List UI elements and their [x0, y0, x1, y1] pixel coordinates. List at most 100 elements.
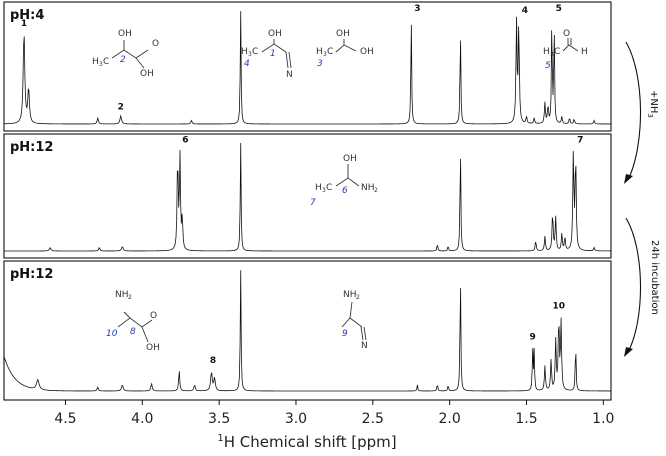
x-axis-title-text: H Chemical shift [ppm] — [224, 433, 397, 451]
transition-arrows: +NH3 24h incubation — [624, 41, 660, 357]
atom-label: H — [92, 57, 99, 67]
carbon-number: 1 — [270, 49, 276, 59]
x-tick-label: 2.5 — [362, 411, 384, 427]
bond-line — [349, 301, 353, 319]
bond-line — [135, 57, 145, 69]
atom-label: C — [554, 47, 560, 57]
peak-label: 2 — [118, 102, 124, 112]
peak-label: 9 — [529, 333, 535, 343]
panel-label: pH:4 — [10, 8, 44, 23]
carbon-number: 2 — [120, 55, 126, 65]
bond-line — [335, 177, 360, 187]
x-tick-label: 4.0 — [131, 411, 153, 427]
bond-line — [360, 326, 364, 341]
atom-label: C — [103, 57, 109, 67]
spectrum-trace — [3, 11, 611, 125]
peak-label: 1 — [21, 19, 27, 29]
arrowhead — [624, 174, 633, 184]
bond-line — [335, 44, 357, 53]
transition-label-1: +NH3 — [646, 90, 659, 118]
atom-subscript: 3 — [550, 51, 554, 58]
atom-label: N — [286, 70, 293, 80]
transition-label-text: +NH — [648, 90, 659, 113]
atom-label: H — [241, 47, 248, 57]
atom-label: H — [543, 47, 550, 57]
arrowhead — [624, 347, 633, 357]
transition-arrow — [625, 217, 642, 353]
peak-label: 7 — [577, 136, 583, 146]
spectrum-trace — [3, 270, 612, 392]
bond-line — [562, 44, 579, 52]
atom-subscript: 2 — [356, 294, 360, 301]
x-tick-label: 4.5 — [54, 411, 76, 427]
bond-line — [363, 326, 367, 341]
carbon-number: 10 — [106, 329, 118, 339]
atom-label: N — [361, 341, 368, 351]
x-tick-label: 3.0 — [285, 411, 307, 427]
atom-label: OH — [360, 47, 374, 57]
x-tick-label: 3.5 — [208, 411, 230, 427]
atom-label: C — [326, 183, 332, 193]
spectrum-trace — [4, 142, 611, 252]
panel-frame — [3, 260, 612, 401]
x-tick-label: 1.5 — [515, 411, 537, 427]
bond-line — [111, 49, 149, 59]
panel-label: pH:12 — [10, 140, 53, 155]
transition-label-2: 24h incubation — [649, 240, 660, 315]
bond-line — [341, 317, 363, 328]
atom-label: H — [581, 47, 588, 57]
x-axis-title-superscript: 1 — [217, 433, 223, 444]
atom-label: O — [563, 29, 570, 39]
carbon-number: 5 — [545, 61, 551, 71]
carbon-number: 9 — [342, 329, 348, 339]
atom-label: C — [252, 47, 258, 57]
molecule-structures: OH H 3 C NH 2 6 7 — [310, 154, 378, 208]
atom-label: OH — [140, 69, 154, 79]
atom-label: NH — [115, 290, 129, 300]
peak-label: 3 — [414, 4, 420, 14]
atom-label: OH — [146, 343, 160, 353]
x-axis-title: 1H Chemical shift [ppm] — [217, 433, 396, 451]
panel-label: pH:12 — [10, 267, 53, 282]
x-tick-label: 1.0 — [592, 411, 614, 427]
bond-line — [117, 317, 153, 328]
atom-subscript: 3 — [248, 51, 252, 58]
peak-label: 10 — [552, 302, 565, 312]
panel-frame — [3, 1, 612, 132]
peak-label: 4 — [522, 6, 528, 16]
peak-label: 6 — [182, 136, 188, 146]
atom-label: H — [315, 183, 322, 193]
atom-label: H — [316, 47, 323, 57]
bond-line — [288, 51, 292, 69]
atom-subscript: 3 — [322, 187, 326, 194]
bond-line — [141, 326, 149, 343]
carbon-number: 7 — [310, 198, 316, 208]
atom-subscript: 2 — [374, 187, 378, 194]
bond-line — [285, 51, 289, 69]
atom-subscript: 3 — [99, 61, 103, 68]
transition-arrow — [625, 41, 642, 181]
carbon-number: 3 — [317, 59, 323, 69]
atom-label: NH — [343, 290, 357, 300]
atom-subscript: 2 — [128, 294, 132, 301]
atom-label: NH — [361, 183, 375, 193]
atom-label: C — [327, 47, 333, 57]
carbon-number: 6 — [342, 186, 348, 196]
carbon-number: 4 — [244, 59, 250, 69]
x-axis: 4.5 4.0 3.5 3.0 2.5 2.0 1.5 1.0 1H Chemical shif… — [54, 400, 614, 451]
atom-label: O — [152, 39, 159, 49]
atom-label: OH — [343, 154, 357, 164]
peak-label: 5 — [556, 4, 562, 14]
atom-label: OH — [118, 29, 132, 39]
atom-label: O — [150, 311, 157, 321]
atom-label: OH — [336, 29, 350, 39]
carbon-number: 8 — [130, 327, 136, 337]
bond-line — [123, 311, 131, 319]
transition-label-subscript: 3 — [646, 113, 654, 117]
x-tick-label: 2.0 — [439, 411, 461, 427]
